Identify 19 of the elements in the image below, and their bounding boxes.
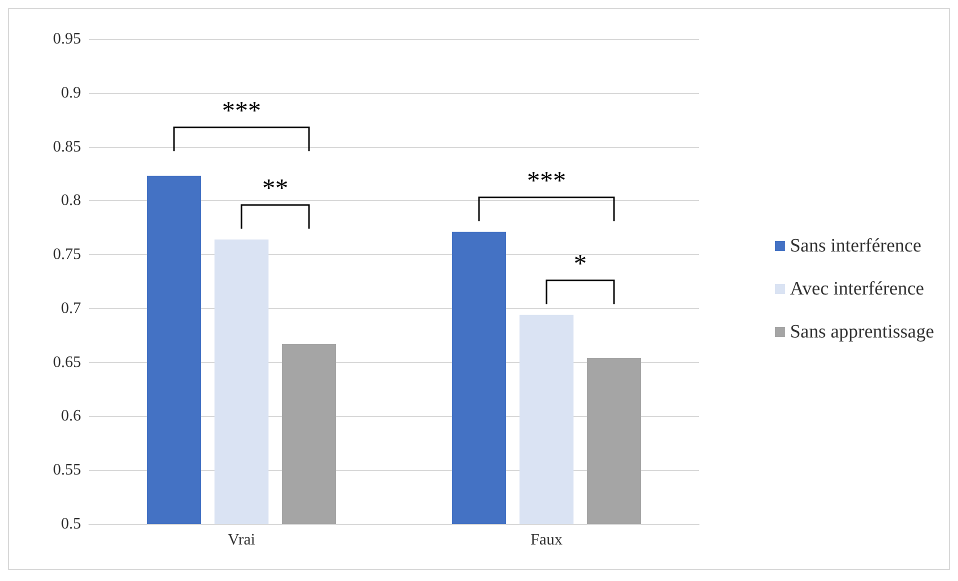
y-tick-label: 0.85 [53, 138, 81, 156]
legend-label: Sans apprentissage [790, 322, 934, 342]
y-tick-label: 0.7 [61, 300, 81, 317]
y-tick-label: 0.65 [53, 354, 81, 371]
y-tick-label: 0.9 [61, 84, 81, 102]
y-tick-label: 0.95 [53, 30, 81, 48]
y-tick-label: 0.75 [53, 246, 81, 264]
legend-label: Avec interférence [790, 278, 924, 300]
legend-label: Sans interférence [790, 236, 922, 256]
annotation: *** [527, 166, 566, 195]
annotation: *** [222, 96, 261, 125]
y-tick-label: 0.8 [61, 192, 81, 210]
y-tick-label: 0.55 [53, 462, 81, 479]
annotation: * [574, 248, 587, 278]
x-tick-label: Faux [530, 532, 562, 548]
y-tick-label: 0.5 [61, 516, 81, 532]
annotation: ** [262, 173, 288, 202]
x-tick-label: Vrai [228, 532, 256, 548]
y-tick-label: 0.6 [61, 408, 81, 425]
